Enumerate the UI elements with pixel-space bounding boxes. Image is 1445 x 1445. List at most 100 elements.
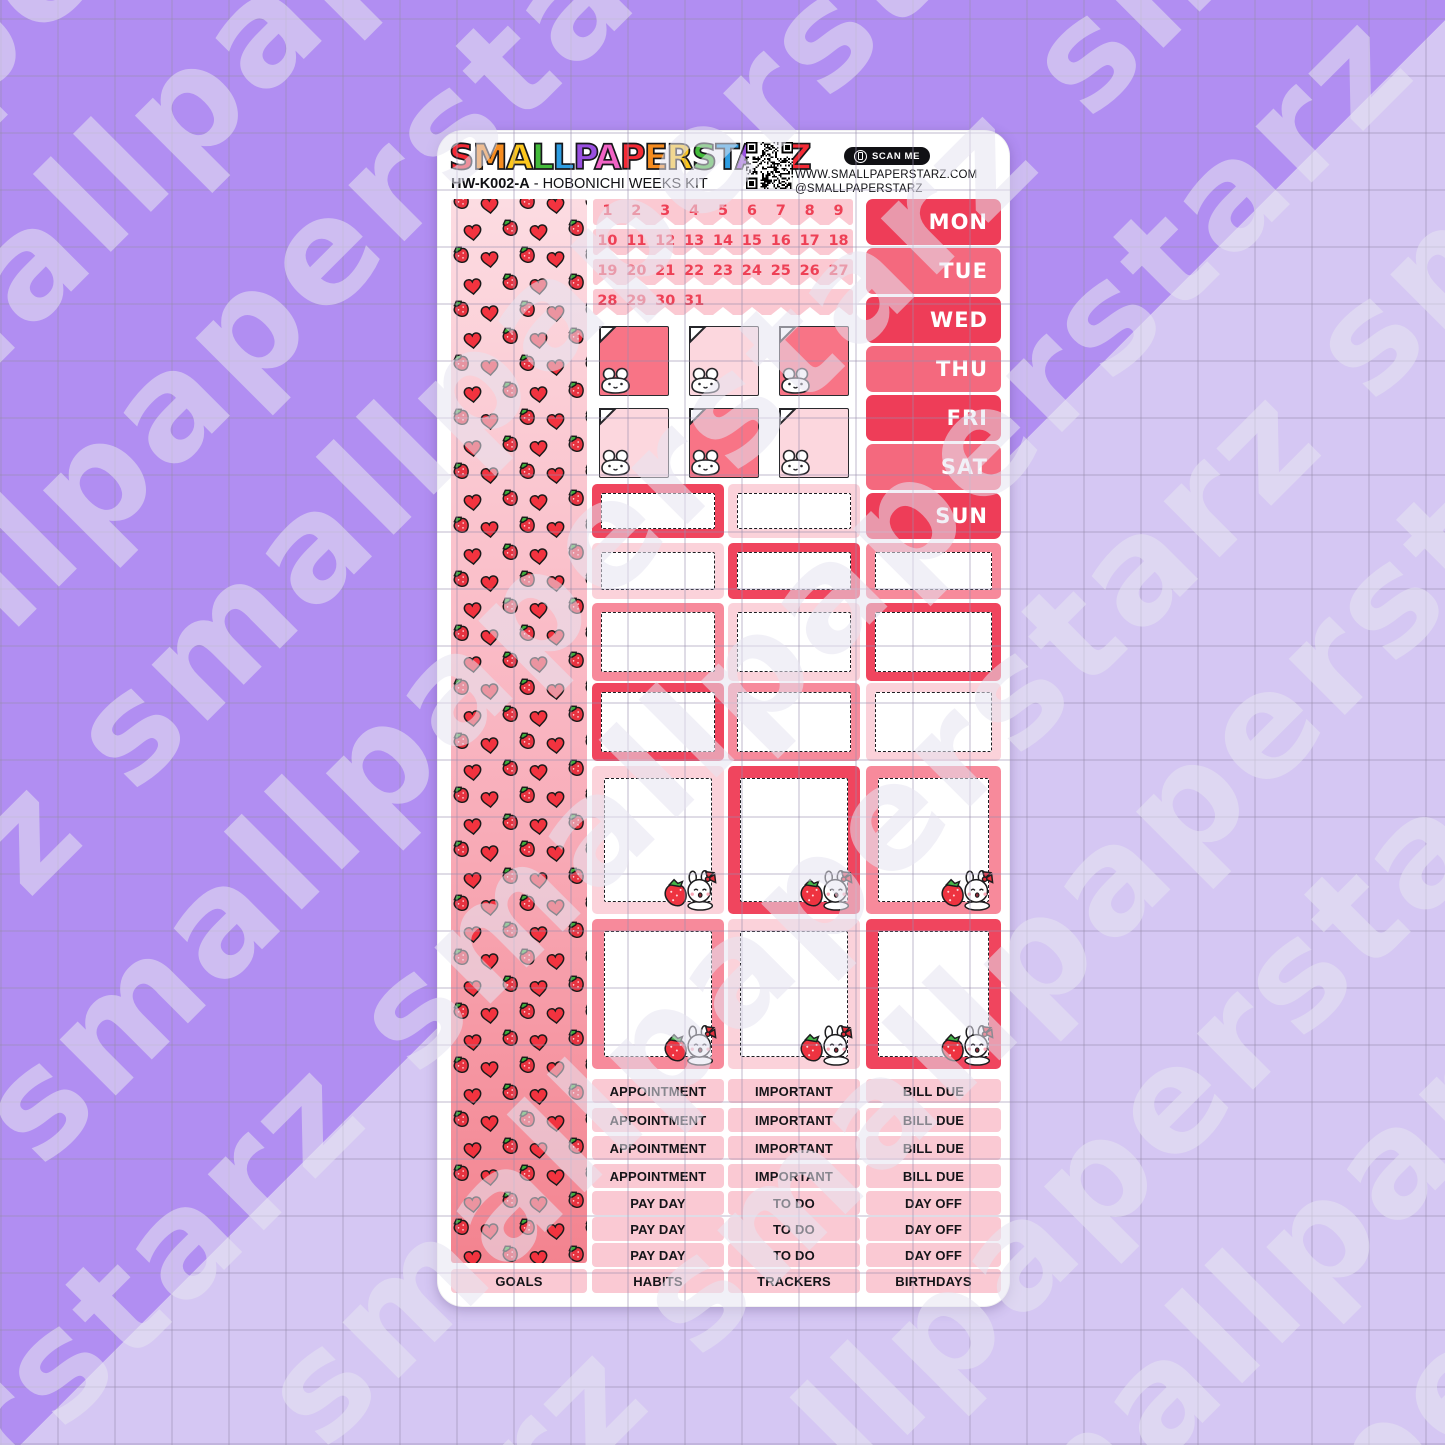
- brand-letter: M: [472, 137, 509, 179]
- folded-corner: [779, 326, 798, 345]
- date-number: 16: [770, 232, 791, 249]
- product-code-line: HW-K002-A - HOBONICHI WEEKS KIT: [451, 176, 708, 192]
- date-number: 19: [597, 262, 618, 279]
- hamster-character-icon: [691, 449, 720, 476]
- day-tab-tue: TUE: [866, 248, 1001, 294]
- scan-me-badge: SCAN ME: [844, 147, 931, 165]
- zigzag-notch: [799, 307, 820, 315]
- label-bill-due: BILL DUE: [866, 1164, 1001, 1188]
- label-bill-due: BILL DUE: [866, 1136, 1001, 1160]
- brand-letter: A: [505, 137, 534, 179]
- scan-me-label: SCAN ME: [872, 150, 921, 162]
- writing-area: [737, 552, 851, 590]
- sku-code: HW-K002-A: [451, 176, 530, 192]
- hamster-character-icon: [601, 367, 630, 394]
- brand-letter: P: [619, 137, 646, 179]
- zigzag-notch: [713, 277, 733, 285]
- brand-letter: S: [691, 137, 718, 179]
- zigzag-notch: [799, 217, 820, 225]
- date-number: 20: [626, 262, 647, 279]
- zigzag-notch: [799, 247, 820, 255]
- date-number: 2: [631, 202, 642, 219]
- zigzag-notch: [597, 307, 618, 315]
- zigzag-notch: [626, 307, 647, 315]
- zigzag-notch: [828, 247, 849, 255]
- date-number: 4: [689, 202, 700, 219]
- label-day-off: DAY OFF: [866, 1217, 1001, 1241]
- date-number: 31: [684, 292, 705, 309]
- full-box-sticker: [866, 766, 1001, 914]
- day-tab-sun: SUN: [866, 493, 1001, 539]
- label-day-off: DAY OFF: [866, 1243, 1001, 1267]
- kit-name: HOBONICHI WEEKS KIT: [542, 176, 708, 192]
- brand-letter: L: [552, 137, 576, 179]
- sticky-note-sticker: [779, 326, 849, 396]
- label-appointment: APPOINTMENT: [592, 1164, 724, 1188]
- bunny-strawberry-icon: [664, 870, 717, 911]
- date-number: 9: [833, 202, 844, 219]
- writing-area: [875, 552, 992, 590]
- day-tab-thu: THU: [866, 346, 1001, 392]
- zigzag-notch: [828, 307, 849, 315]
- date-number: 30: [655, 292, 676, 309]
- label-important: IMPORTANT: [728, 1108, 860, 1132]
- date-number: 3: [660, 202, 671, 219]
- washi-pattern-icons: [453, 199, 587, 1263]
- date-strip: 10 11 12 13 14 15 16 17 18: [593, 229, 853, 255]
- date-number: 28: [597, 292, 618, 309]
- label-bill-due: BILL DUE: [866, 1108, 1001, 1132]
- brand-letter: L: [531, 137, 555, 179]
- sticky-note-sticker: [689, 326, 759, 396]
- zigzag-notch: [741, 277, 762, 285]
- writing-area: [601, 493, 715, 529]
- sticky-note-sticker: [599, 408, 669, 478]
- brand-letter: T: [715, 137, 738, 179]
- day-tab-fri: FRI: [866, 395, 1001, 441]
- zigzag-notch: [655, 277, 676, 285]
- date-number: 18: [828, 232, 849, 249]
- label-pay-day: PAY DAY: [592, 1243, 724, 1267]
- date-number: 17: [799, 232, 820, 249]
- date-number: 25: [770, 262, 791, 279]
- date-number: 11: [626, 232, 647, 249]
- day-tab-sat: SAT: [866, 444, 1001, 490]
- label-day-off: DAY OFF: [866, 1191, 1001, 1215]
- zigzag-notch: [597, 217, 618, 225]
- label-appointment: APPOINTMENT: [592, 1079, 724, 1103]
- label-to-do: TO DO: [728, 1191, 860, 1215]
- website-url: WWW.SMALLPAPERSTARZ.COM: [795, 169, 978, 181]
- writing-area: [604, 778, 712, 902]
- zigzag-notch: [799, 277, 820, 285]
- date-number: 26: [799, 262, 820, 279]
- label-bill-due: BILL DUE: [866, 1079, 1001, 1103]
- zigzag-notch: [770, 217, 791, 225]
- zigzag-notch: [597, 277, 618, 285]
- zigzag-notch: [626, 277, 647, 285]
- date-number: 14: [712, 232, 734, 249]
- zigzag-notch: [655, 217, 676, 225]
- half-box-sticker: [728, 683, 860, 761]
- label-important: IMPORTANT: [728, 1136, 860, 1160]
- writing-area: [875, 692, 992, 752]
- date-number: 10: [597, 232, 618, 249]
- full-box-sticker: [866, 919, 1001, 1069]
- label-pay-day: PAY DAY: [592, 1217, 724, 1241]
- folded-corner: [779, 408, 798, 427]
- half-box-sticker: [728, 484, 860, 538]
- washi-strip-strawberry-hearts: [451, 199, 587, 1263]
- zigzag-notch: [741, 307, 762, 315]
- half-box-sticker: [866, 603, 1001, 681]
- folded-corner: [599, 326, 618, 345]
- label-trackers: TRACKERS: [728, 1269, 860, 1293]
- brand-letter: E: [643, 137, 669, 179]
- zigzag-notch: [828, 217, 849, 225]
- zigzag-notch: [713, 307, 733, 315]
- date-number: 8: [804, 202, 815, 219]
- zigzag-notch: [597, 247, 618, 255]
- phone-icon: [854, 149, 867, 163]
- date-number: 13: [684, 232, 705, 249]
- half-box-sticker: [866, 683, 1001, 761]
- brand-letter: A: [593, 137, 622, 179]
